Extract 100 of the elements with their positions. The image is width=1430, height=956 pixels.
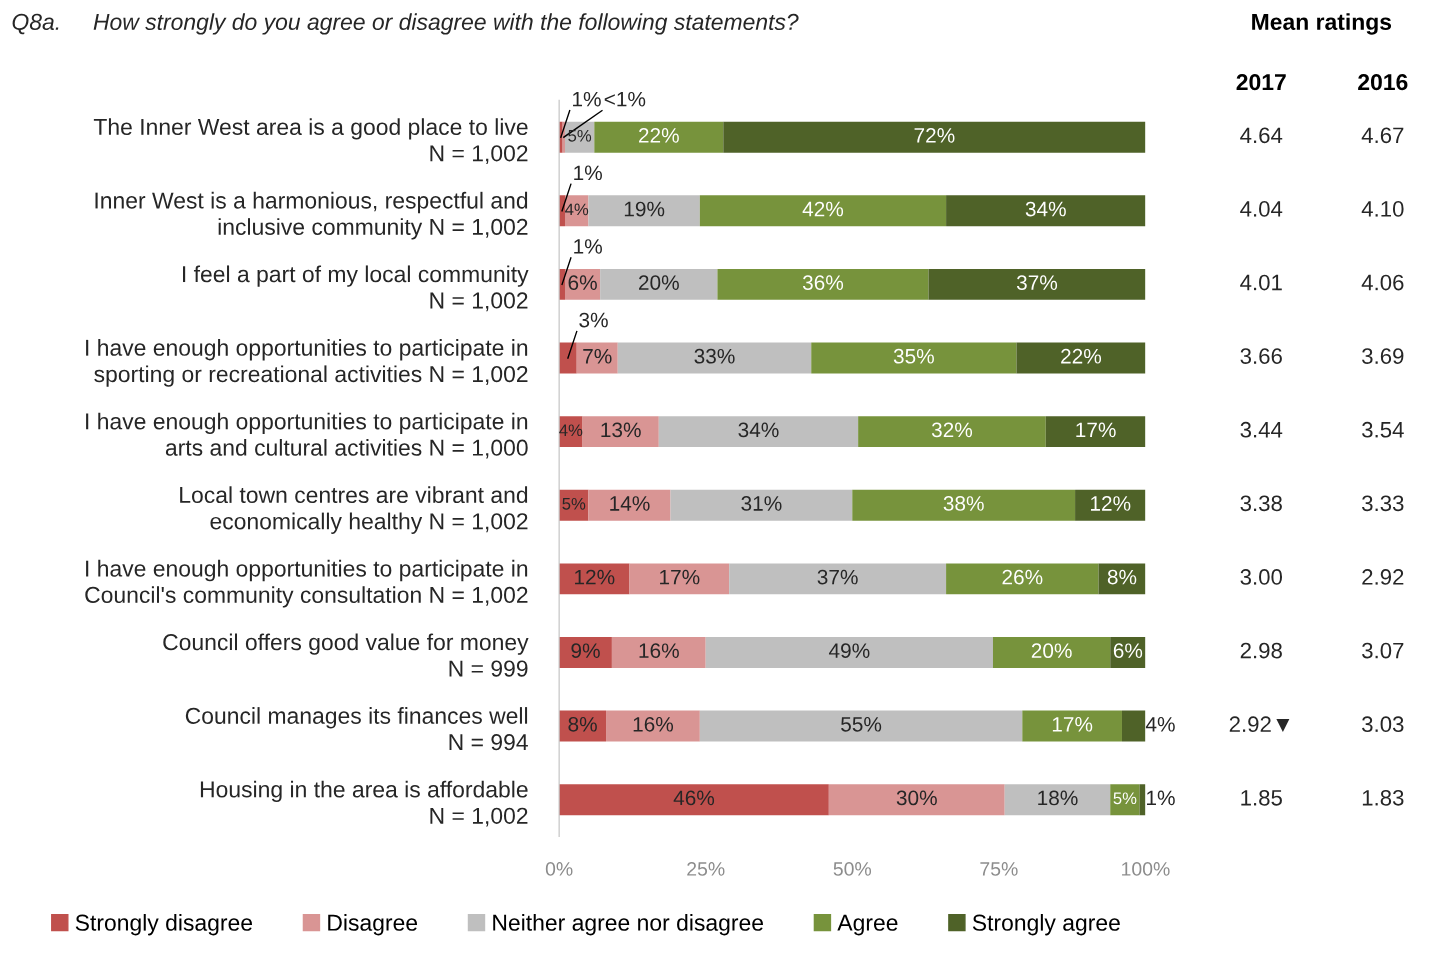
y-tick-label: I feel a part of my local community N = 1,002 [183, 265, 529, 312]
y-tick-label: Council offers good value for money N = 999 [163, 633, 529, 677]
chart-title: Q8a. How strongly do you agree or disagree with the following statements? [12, 13, 799, 35]
y-tick-label: I have enough opportunities to participate in Council's community consultation N = 1,002 [85, 559, 528, 608]
data-label: 19% [624, 201, 665, 217]
data-label: 12% [575, 569, 615, 585]
bar [588, 195, 700, 227]
y-tick-label: I have enough opportunities to participate in arts and cultural activities N = 1,000 [86, 412, 528, 459]
data-label: 14% [610, 496, 650, 511]
text: 4.04 [1240, 201, 1283, 217]
text: 1.83 [1362, 789, 1404, 806]
x-tick-label: 0% [545, 862, 573, 876]
data-label: 26% [1002, 569, 1043, 585]
y-tick-label: The Inner West area is a good place to live N = 1,002 [93, 118, 528, 165]
bar [828, 784, 1005, 816]
data-label: 36% [802, 275, 844, 290]
data-label: 1% [573, 91, 601, 107]
text: 4.67 [1361, 127, 1404, 144]
data-label: 33% [694, 348, 735, 364]
bar [992, 637, 1111, 668]
bar [811, 342, 1017, 374]
text: Mean ratings [1252, 13, 1392, 35]
bar [699, 195, 947, 227]
data-label: 42% [802, 201, 844, 217]
bar [852, 489, 1076, 521]
bar [617, 342, 812, 374]
data-label: 17% [660, 569, 700, 585]
data-label: 6% [568, 275, 597, 290]
data-label: 37% [1016, 275, 1058, 290]
bar [723, 121, 1146, 153]
legend-label: Strongly agree [972, 914, 1120, 936]
text: 4.06 [1361, 274, 1404, 291]
bar [658, 416, 859, 448]
data-label: 30% [896, 790, 937, 806]
data-label: 5% [1113, 792, 1137, 805]
text: 4.01 [1240, 274, 1282, 291]
bar [1004, 784, 1111, 816]
text: 2.92▼ [1229, 716, 1290, 733]
bar [670, 489, 853, 521]
bar [1110, 784, 1140, 816]
bar [611, 637, 706, 668]
bar [1022, 710, 1122, 742]
data-label: 6% [1113, 643, 1143, 659]
data-label: 34% [738, 422, 779, 438]
data-label: 1% [574, 239, 602, 254]
text: 3.38 [1240, 495, 1282, 512]
data-label: 18% [1038, 790, 1078, 806]
bar [1075, 489, 1146, 521]
data-label: 35% [893, 348, 934, 364]
data-label: 17% [1076, 422, 1116, 438]
x-tick-label: 75% [980, 862, 1018, 876]
data-label: <1% [604, 91, 646, 107]
bar [1121, 710, 1146, 742]
data-label: 55% [841, 717, 882, 732]
data-label: 7% [583, 348, 612, 364]
y-tick-label: Local town centres are vibrant and economically healthy N = 1,002 [180, 486, 528, 534]
y-tick-label: I have enough opportunities to participate in sporting or recreational activities N = 1,002 [86, 339, 528, 387]
bar [588, 489, 671, 521]
data-label: 22% [1061, 348, 1102, 364]
bar [928, 268, 1146, 300]
data-label: 3% [579, 312, 608, 328]
data-label: 17% [1052, 717, 1093, 732]
bar [858, 416, 1046, 448]
bar [559, 342, 577, 374]
text: 3.07 [1362, 642, 1404, 659]
bar [946, 563, 1099, 595]
text: 1.85 [1241, 789, 1282, 806]
x-tick-label: 50% [833, 862, 872, 876]
data-label: 20% [1031, 643, 1072, 659]
data-label: 20% [639, 275, 679, 290]
text: 3.03 [1362, 716, 1404, 733]
data-label: 12% [1090, 496, 1131, 511]
data-label: 16% [639, 643, 679, 659]
y-tick-label: Inner West is a harmonious, respectful and inclusive community N = 1,002 [95, 191, 528, 240]
bar [729, 563, 947, 595]
text: 3.66 [1240, 348, 1282, 364]
text: 2017 [1236, 74, 1286, 91]
bar [946, 195, 1146, 227]
text: 3.44 [1240, 421, 1283, 438]
bar [1016, 342, 1146, 374]
data-label: 31% [741, 496, 782, 511]
data-label: 4% [565, 203, 589, 216]
bar [600, 268, 718, 300]
legend-label: Strongly disagree [75, 914, 253, 936]
bar [717, 268, 929, 300]
data-label: 4% [1145, 717, 1175, 732]
bar [594, 121, 724, 153]
text: 2016 [1358, 74, 1408, 91]
text: 3.54 [1362, 421, 1404, 438]
data-label: 5% [562, 497, 586, 510]
text: 4.64 [1240, 127, 1283, 144]
bar [559, 784, 829, 816]
bar [606, 710, 700, 742]
data-label: 5% [568, 129, 592, 142]
bar [705, 637, 993, 668]
data-label: 8% [1107, 569, 1137, 585]
data-label: 38% [943, 496, 984, 511]
text: 3.33 [1362, 495, 1404, 512]
data-label: 46% [673, 790, 715, 806]
bar [559, 563, 630, 595]
